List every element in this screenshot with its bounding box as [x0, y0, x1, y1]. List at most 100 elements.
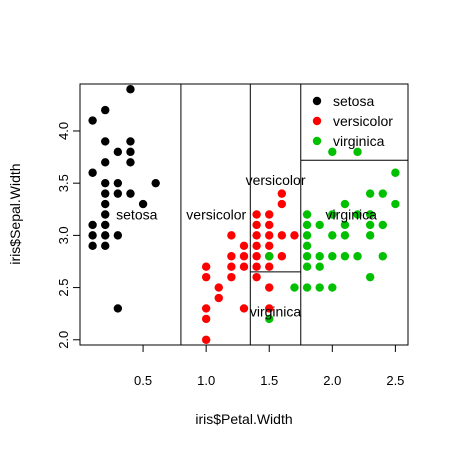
- data-point-virginica: [265, 314, 274, 324]
- y-axis: 2.0 2.5 3.0 3.5 4.0: [56, 122, 81, 349]
- data-point-versicolor: [265, 220, 274, 230]
- data-point-versicolor: [201, 314, 211, 324]
- data-point-versicolor: [227, 262, 236, 271]
- data-point-setosa: [113, 231, 123, 240]
- data-point-virginica: [378, 252, 387, 261]
- data-point-setosa: [101, 241, 110, 251]
- data-point-versicolor: [252, 231, 261, 240]
- data-point-virginica: [315, 220, 324, 230]
- region-label: versicolor: [246, 172, 306, 188]
- data-point-versicolor: [201, 262, 211, 271]
- data-point-setosa: [101, 189, 110, 198]
- data-point-virginica: [353, 147, 362, 157]
- data-point-setosa: [113, 189, 123, 198]
- data-point-setosa: [101, 199, 110, 209]
- x-tick-label: 2.5: [386, 373, 404, 388]
- data-point-versicolor: [227, 272, 236, 282]
- data-point-versicolor: [277, 199, 287, 209]
- x-axis-title: iris$Petal.Width: [195, 411, 292, 427]
- data-point-versicolor: [227, 231, 236, 240]
- data-point-virginica: [265, 252, 274, 261]
- data-point-virginica: [328, 231, 337, 240]
- data-point-virginica: [315, 283, 324, 292]
- y-axis-title: iris$Sepal.Width: [7, 163, 23, 264]
- data-point-setosa: [113, 147, 123, 157]
- data-point-virginica: [302, 283, 312, 292]
- y-tick-label: 2.0: [56, 331, 71, 349]
- region-label: virginica: [250, 304, 302, 320]
- data-point-versicolor: [252, 252, 261, 261]
- x-tick-label: 2.0: [323, 373, 341, 388]
- data-point-versicolor: [277, 231, 287, 240]
- data-point-setosa: [126, 137, 135, 146]
- data-point-virginica: [340, 252, 350, 261]
- data-point-setosa: [101, 231, 110, 240]
- data-point-versicolor: [252, 272, 261, 282]
- data-point-versicolor: [252, 262, 261, 271]
- data-point-virginica: [340, 220, 350, 230]
- data-point-versicolor: [252, 220, 261, 230]
- data-point-versicolor: [252, 210, 261, 219]
- data-point-versicolor: [239, 241, 249, 251]
- data-point-setosa: [88, 241, 97, 251]
- data-points: [88, 85, 400, 344]
- data-point-setosa: [126, 85, 135, 94]
- data-point-virginica: [365, 210, 375, 219]
- data-point-virginica: [340, 231, 350, 240]
- y-tick-label: 2.5: [56, 279, 71, 297]
- data-point-versicolor: [265, 231, 274, 240]
- data-point-virginica: [365, 231, 375, 240]
- data-point-virginica: [391, 168, 400, 177]
- data-point-virginica: [353, 210, 362, 219]
- data-point-virginica: [315, 262, 324, 271]
- region-label: versicolor: [186, 207, 246, 223]
- data-point-versicolor: [201, 335, 211, 344]
- legend: setosa versicolor virginica: [312, 93, 393, 149]
- data-point-setosa: [88, 116, 97, 125]
- x-tick-label: 1.0: [197, 373, 215, 388]
- data-point-setosa: [88, 168, 97, 177]
- data-point-versicolor: [201, 304, 211, 313]
- legend-label-setosa: setosa: [333, 93, 374, 109]
- data-point-virginica: [328, 283, 337, 292]
- data-point-versicolor: [227, 252, 236, 261]
- data-point-virginica: [302, 210, 312, 219]
- data-point-versicolor: [290, 231, 299, 240]
- legend-marker-virginica: [312, 136, 322, 146]
- data-point-virginica: [378, 189, 387, 198]
- data-point-virginica: [302, 252, 312, 261]
- x-tick-label: 0.5: [134, 373, 152, 388]
- data-point-versicolor: [239, 252, 249, 261]
- data-point-virginica: [302, 231, 312, 240]
- data-point-versicolor: [214, 293, 223, 303]
- data-point-setosa: [101, 178, 110, 188]
- data-point-versicolor: [277, 252, 287, 261]
- data-point-virginica: [328, 210, 337, 219]
- data-point-setosa: [151, 178, 160, 188]
- data-point-virginica: [391, 199, 400, 209]
- legend-marker-setosa: [312, 96, 322, 106]
- data-point-versicolor: [277, 189, 287, 198]
- data-point-versicolor: [252, 241, 261, 251]
- region-label: virginica: [326, 207, 378, 223]
- data-point-virginica: [328, 147, 337, 157]
- data-point-versicolor: [265, 304, 274, 313]
- x-tick-label: 1.5: [260, 373, 278, 388]
- data-point-versicolor: [239, 262, 249, 271]
- data-point-virginica: [365, 272, 375, 282]
- legend-label-virginica: virginica: [333, 133, 385, 149]
- data-point-virginica: [365, 189, 375, 198]
- data-point-setosa: [101, 158, 110, 167]
- data-point-versicolor: [201, 272, 211, 282]
- data-point-setosa: [126, 158, 135, 167]
- data-point-setosa: [126, 147, 135, 157]
- data-point-virginica: [315, 252, 324, 261]
- data-point-setosa: [138, 199, 148, 209]
- region-label: setosa: [116, 207, 157, 223]
- data-point-versicolor: [265, 241, 274, 251]
- data-point-versicolor: [239, 304, 249, 313]
- data-point-setosa: [113, 304, 123, 313]
- data-point-virginica: [328, 252, 337, 261]
- data-point-setosa: [88, 220, 97, 230]
- y-tick-label: 3.0: [56, 226, 71, 244]
